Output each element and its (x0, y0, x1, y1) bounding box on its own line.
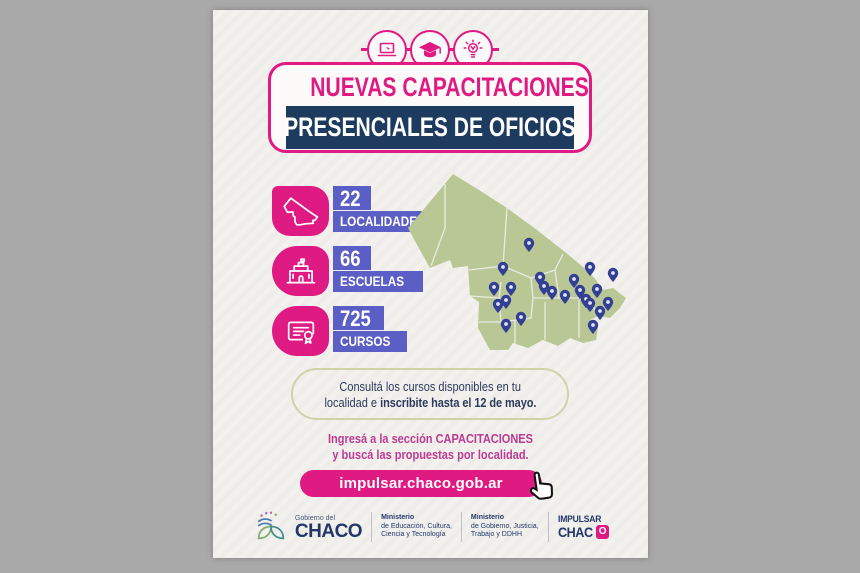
chaco-map-outline-icon (272, 186, 329, 236)
map-pin (568, 273, 580, 288)
map-pin (488, 281, 500, 296)
ministry-gobierno: Ministerio de Gobierno, Justicia, Trabaj… (470, 514, 539, 539)
map-pin (515, 311, 527, 326)
stat-label: ESCUELAS (333, 271, 424, 292)
cta-line1: Ingresá a la sección CAPACITACIONES (328, 432, 533, 446)
stat-value: 725 (333, 306, 384, 330)
cta-line2: y buscá las propuestas por localidad. (332, 448, 529, 462)
map-pin (591, 283, 603, 298)
title-card: NUEVAS CAPACITACIONES PRESENCIALES DE OF… (268, 62, 592, 153)
school-building-icon (272, 246, 329, 296)
map-pin (607, 267, 619, 282)
info-line2: localidad e inscribite hasta el 12 de ma… (324, 396, 536, 410)
map-pin (584, 261, 596, 276)
footer-divider (371, 512, 373, 542)
map-pin (538, 280, 550, 295)
map-pin (492, 298, 504, 313)
map-pin (497, 261, 509, 276)
gobierno-chaco-logo: Gobierno del CHACO (252, 509, 363, 545)
map-pin (602, 296, 614, 311)
map-pin (500, 294, 512, 309)
impulsar-chaco-logo: IMPULSAR CHAC O (558, 515, 610, 539)
map-pin (546, 285, 558, 300)
stat-value: 66 (333, 246, 372, 270)
poster: NUEVAS CAPACITACIONES PRESENCIALES DE OF… (213, 10, 648, 558)
gov-logo-big-text: CHACO (294, 520, 363, 542)
info-box: Consultá los cursos disponibles en tu lo… (291, 368, 569, 420)
cta-text: Ingresá a la sección CAPACITACIONES y bu… (213, 431, 648, 463)
certificate-icon (272, 306, 329, 356)
hand-cursor-icon (524, 467, 560, 505)
gov-logo-small-text: Gobierno del (294, 514, 336, 522)
map-pin (584, 297, 596, 312)
map-pin (559, 289, 571, 304)
footer-logos: Gobierno del CHACO Ministerio de Educaci… (231, 503, 630, 551)
impulsar-o-badge: O (596, 525, 610, 539)
url-button[interactable]: impulsar.chaco.gob.ar (300, 470, 553, 500)
stat-value: 22 (333, 186, 372, 210)
map-pin (587, 319, 599, 334)
ministry-educacion: Ministerio de Educación, Cultura, Cienci… (381, 514, 452, 539)
chaco-province-map (403, 170, 633, 356)
poster-title-line1: NUEVAS CAPACITACIONES (310, 72, 589, 102)
info-line1: Consultá los cursos disponibles en tu (339, 380, 521, 394)
map-pin (523, 237, 535, 252)
map-pin (594, 305, 606, 320)
map-pin (505, 281, 517, 296)
map-pins (488, 237, 619, 334)
map-pin (500, 318, 512, 333)
footer-divider (460, 512, 462, 542)
leaf-book-icon (257, 511, 285, 540)
url-label: impulsar.chaco.gob.ar (339, 475, 503, 492)
footer-divider (547, 512, 549, 542)
province-shape (408, 174, 626, 350)
title-navy-bar: PRESENCIALES DE OFICIOS (284, 106, 576, 149)
stat-label: CURSOS (333, 331, 407, 352)
poster-title-line2: PRESENCIALES DE OFICIOS (284, 112, 576, 142)
